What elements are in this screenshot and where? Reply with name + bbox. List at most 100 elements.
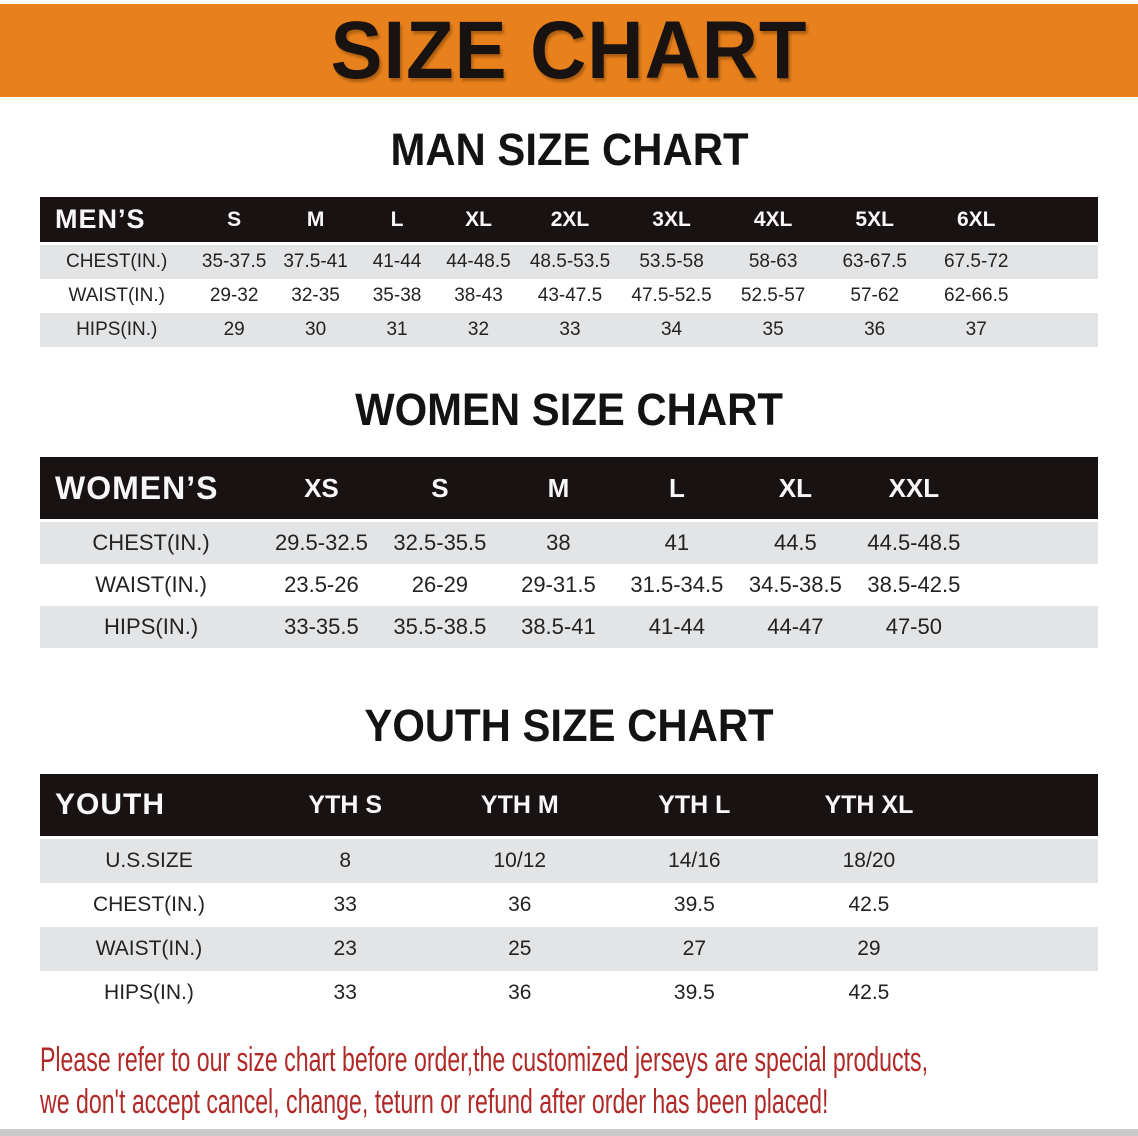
header-row: YOUTH YTH S YTH M YTH L YTH XL <box>40 774 1098 839</box>
spacer-cell <box>1027 313 1098 347</box>
size-cell: 35 <box>722 313 824 347</box>
col-header: XXL <box>854 457 974 522</box>
men-heading-text: MAN SIZE CHART <box>389 124 749 175</box>
row-label: CHEST(IN.) <box>40 245 194 279</box>
col-header: S <box>193 197 275 245</box>
col-header: L <box>356 197 438 245</box>
youth-size-chart-heading: YOUTH SIZE CHART <box>0 703 1138 748</box>
size-cell: 8 <box>257 839 433 883</box>
disclaimer-text: Please refer to our size chart before or… <box>40 1039 1138 1123</box>
spacer-cell <box>1027 245 1098 279</box>
size-cell: 58-63 <box>722 245 824 279</box>
men-size-chart-heading: MAN SIZE CHART <box>0 127 1138 172</box>
size-cell: 57-62 <box>823 279 926 313</box>
col-header: M <box>274 197 357 245</box>
size-cell: 38.5-42.5 <box>854 564 974 606</box>
row-label: WAIST(IN.) <box>40 279 194 313</box>
size-cell: 41-44 <box>356 245 438 279</box>
size-cell: 39.5 <box>607 883 782 927</box>
col-header: XL <box>437 197 520 245</box>
size-cell: 29.5-32.5 <box>262 522 381 564</box>
size-cell: 43-47.5 <box>519 279 621 313</box>
size-cell: 33-35.5 <box>262 606 381 648</box>
size-cell: 34 <box>620 313 723 347</box>
banner-title: SIZE CHART <box>330 5 808 96</box>
table-row: HIPS(IN.) 29 30 31 32 33 34 35 36 37 <box>40 313 1098 347</box>
size-cell: 18/20 <box>781 839 957 883</box>
table-row: CHEST(IN.) 35-37.5 37.5-41 41-44 44-48.5 48.5… <box>40 245 1098 279</box>
disclaimer-line-1: Please refer to our size chart before or… <box>40 1041 928 1079</box>
size-cell: 25 <box>432 927 608 971</box>
size-cell: 10/12 <box>432 839 608 883</box>
size-cell: 36 <box>432 883 608 927</box>
size-cell: 35.5-38.5 <box>380 606 500 648</box>
size-cell: 62-66.5 <box>925 279 1028 313</box>
size-cell: 32 <box>437 313 520 347</box>
col-header: L <box>617 457 737 522</box>
size-cell: 39.5 <box>607 971 782 1015</box>
size-cell: 37 <box>925 313 1028 347</box>
col-header: YTH M <box>432 774 608 839</box>
col-header: M <box>499 457 618 522</box>
size-cell: 31.5-34.5 <box>617 564 737 606</box>
row-label: HIPS(IN.) <box>40 606 263 648</box>
row-label: HIPS(IN.) <box>40 313 194 347</box>
row-label: WAIST(IN.) <box>40 927 258 971</box>
size-cell: 29 <box>781 927 957 971</box>
size-cell: 44.5 <box>736 522 855 564</box>
women-size-chart-heading: WOMEN SIZE CHART <box>0 387 1138 432</box>
spacer-cell <box>1027 279 1098 313</box>
size-cell: 48.5-53.5 <box>519 245 621 279</box>
size-cell: 44.5-48.5 <box>854 522 974 564</box>
size-cell: 23 <box>257 927 433 971</box>
row-label: HIPS(IN.) <box>40 971 258 1015</box>
size-cell: 41-44 <box>617 606 737 648</box>
spacer-cell <box>956 839 1098 883</box>
col-header: 3XL <box>620 197 723 245</box>
size-cell: 44-48.5 <box>437 245 520 279</box>
table-row: CHEST(IN.) 29.5-32.5 32.5-35.5 38 41 44.5 44.5… <box>40 522 1098 564</box>
spacer-cell <box>956 883 1098 927</box>
spacer-cell <box>973 522 1098 564</box>
youth-corner-label: YOUTH <box>40 774 258 839</box>
size-cell: 63-67.5 <box>823 245 926 279</box>
size-cell: 36 <box>823 313 926 347</box>
size-cell: 31 <box>356 313 438 347</box>
table-row: HIPS(IN.) 33-35.5 35.5-38.5 38.5-41 41-44 44-… <box>40 606 1098 648</box>
spacer-cell <box>956 971 1098 1015</box>
size-cell: 23.5-26 <box>262 564 381 606</box>
spacer-cell <box>973 457 1098 522</box>
size-cell: 38-43 <box>437 279 520 313</box>
size-cell: 32.5-35.5 <box>380 522 500 564</box>
col-header: XS <box>262 457 381 522</box>
row-label: CHEST(IN.) <box>40 883 258 927</box>
size-cell: 32-35 <box>274 279 357 313</box>
table-row: CHEST(IN.) 33 36 39.5 42.5 <box>40 883 1098 927</box>
table-row: U.S.SIZE 8 10/12 14/16 18/20 <box>40 839 1098 883</box>
table-row: WAIST(IN.) 29-32 32-35 35-38 38-43 43-47.5 47.… <box>40 279 1098 313</box>
size-cell: 33 <box>257 971 433 1015</box>
size-cell: 14/16 <box>607 839 782 883</box>
youth-heading-text: YOUTH SIZE CHART <box>364 700 774 751</box>
col-header: 4XL <box>722 197 824 245</box>
size-cell: 42.5 <box>781 883 957 927</box>
header-row: MEN’S S M L XL 2XL 3XL 4XL 5XL 6XL <box>40 197 1098 245</box>
header-row: WOMEN’S XS S M L XL XXL <box>40 457 1098 522</box>
bottom-edge-bar <box>0 1129 1138 1136</box>
men-corner-label: MEN’S <box>40 197 194 245</box>
row-label: U.S.SIZE <box>40 839 258 883</box>
spacer-cell <box>973 564 1098 606</box>
size-cell: 41 <box>617 522 737 564</box>
size-cell: 42.5 <box>781 971 957 1015</box>
size-cell: 37.5-41 <box>274 245 357 279</box>
col-header: YTH L <box>607 774 782 839</box>
size-chart-banner: SIZE CHART <box>0 4 1138 97</box>
size-cell: 34.5-38.5 <box>736 564 855 606</box>
table-row: WAIST(IN.) 23.5-26 26-29 29-31.5 31.5-34.5 34… <box>40 564 1098 606</box>
size-cell: 30 <box>274 313 357 347</box>
spacer-cell <box>1027 197 1098 245</box>
women-heading-text: WOMEN SIZE CHART <box>355 384 783 435</box>
col-header: 5XL <box>823 197 926 245</box>
size-cell: 67.5-72 <box>925 245 1028 279</box>
col-header: 6XL <box>925 197 1028 245</box>
